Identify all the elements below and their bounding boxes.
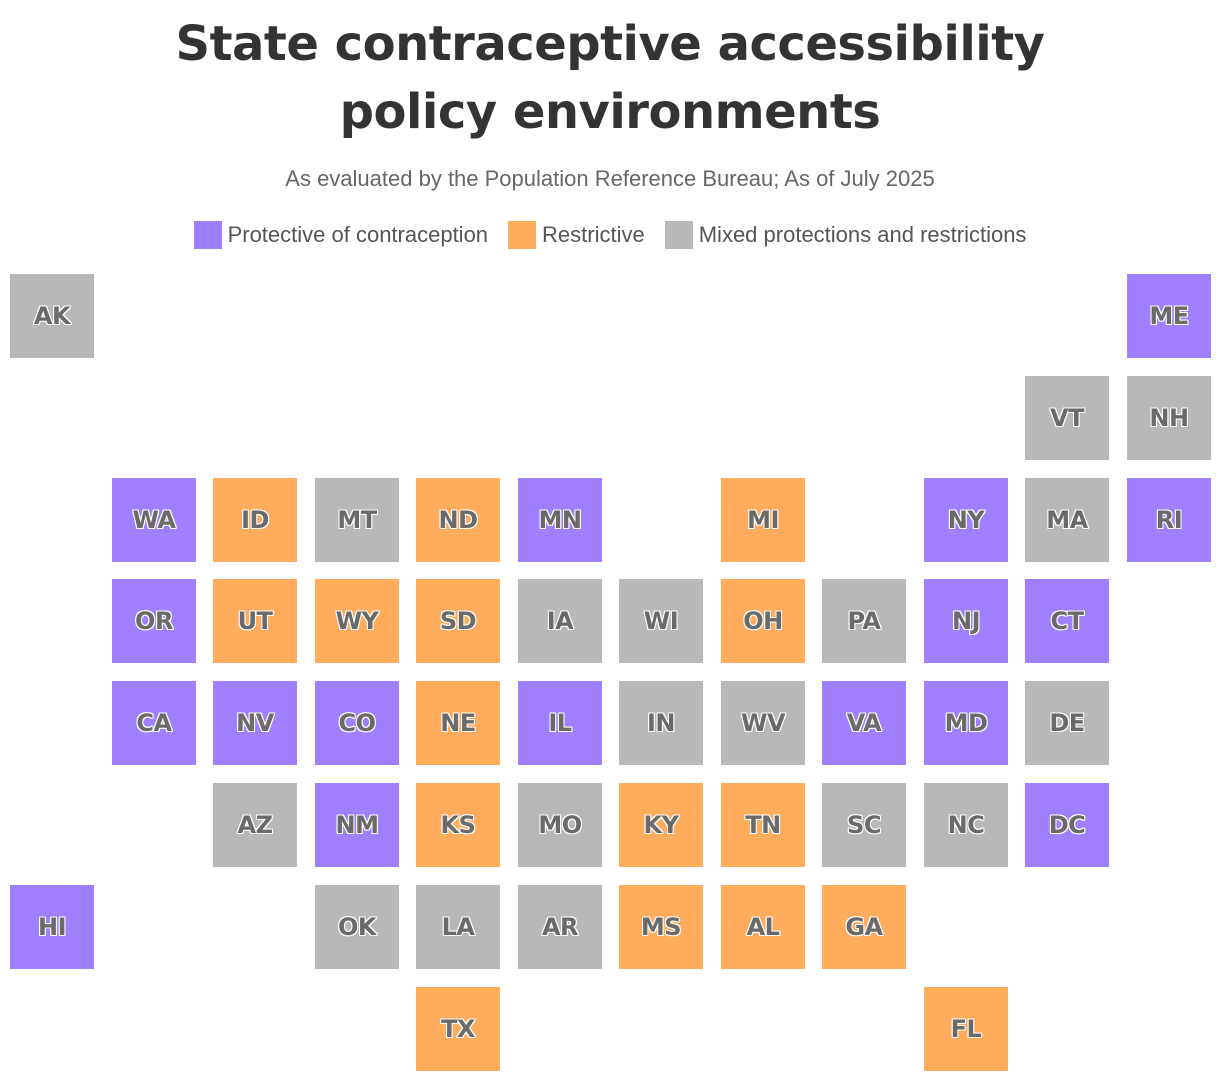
map-title-line-2: policy environments [339,84,881,140]
state-tile-mo: MO [518,783,602,867]
state-tile-nc: NC [924,783,1008,867]
state-tile-wi: WI [619,579,703,663]
legend: Protective of contraception Restrictive … [0,221,1220,249]
state-tile-md: MD [924,681,1008,765]
state-tile-sd: SD [416,579,500,663]
state-tile-ri: RI [1127,478,1211,562]
legend-swatch-restrictive [508,221,537,249]
state-tile-az: AZ [213,783,297,867]
state-tile-mn: MN [518,478,602,562]
legend-item-protective: Protective of contraception [193,221,489,249]
state-tile-mi: MI [721,478,805,562]
state-tile-me: ME [1127,274,1211,358]
state-tile-ok: OK [315,885,399,969]
state-tile-mt: MT [315,478,399,562]
state-tile-nv: NV [213,681,297,765]
state-tile-ut: UT [213,579,297,663]
state-tile-vt: VT [1025,376,1109,460]
state-tile-co: CO [315,681,399,765]
legend-swatch-mixed [664,221,693,249]
state-tile-va: VA [822,681,906,765]
legend-label-mixed: Mixed protections and restrictions [698,222,1027,247]
state-tile-ga: GA [822,885,906,969]
state-tile-ky: KY [619,783,703,867]
state-tile-wv: WV [721,681,805,765]
state-tile-pa: PA [822,579,906,663]
state-tile-ma: MA [1025,478,1109,562]
state-tile-nd: ND [416,478,500,562]
state-tile-tx: TX [416,987,500,1071]
state-tile-ca: CA [112,681,196,765]
legend-item-mixed: Mixed protections and restrictions [664,221,1027,249]
legend-item-restrictive: Restrictive [508,221,645,249]
state-tile-ak: AK [10,274,94,358]
state-tile-ms: MS [619,885,703,969]
state-tile-ia: IA [518,579,602,663]
state-tile-ct: CT [1025,579,1109,663]
state-tile-in: IN [619,681,703,765]
state-tile-tn: TN [721,783,805,867]
state-tile-de: DE [1025,681,1109,765]
state-tile-hi: HI [10,885,94,969]
state-tile-id: ID [213,478,297,562]
state-tile-sc: SC [822,783,906,867]
state-tile-ny: NY [924,478,1008,562]
state-tile-il: IL [518,681,602,765]
state-tile-oh: OH [721,579,805,663]
legend-label-protective: Protective of contraception [227,222,489,247]
state-tile-al: AL [721,885,805,969]
state-tile-nm: NM [315,783,399,867]
state-tile-ne: NE [416,681,500,765]
state-tile-dc: DC [1025,783,1109,867]
legend-label-restrictive: Restrictive [542,222,645,247]
map-title-line-1: State contraceptive accessibility [175,16,1045,72]
state-tile-or: OR [112,579,196,663]
legend-swatch-protective [193,221,222,249]
state-tile-ks: KS [416,783,500,867]
state-tile-wy: WY [315,579,399,663]
state-tile-nj: NJ [924,579,1008,663]
state-tile-wa: WA [112,478,196,562]
map-title: State contraceptive accessibility policy… [0,10,1220,146]
state-tile-nh: NH [1127,376,1211,460]
state-tile-fl: FL [924,987,1008,1071]
state-tile-la: LA [416,885,500,969]
map-subtitle: As evaluated by the Population Reference… [285,166,935,191]
state-tile-ar: AR [518,885,602,969]
